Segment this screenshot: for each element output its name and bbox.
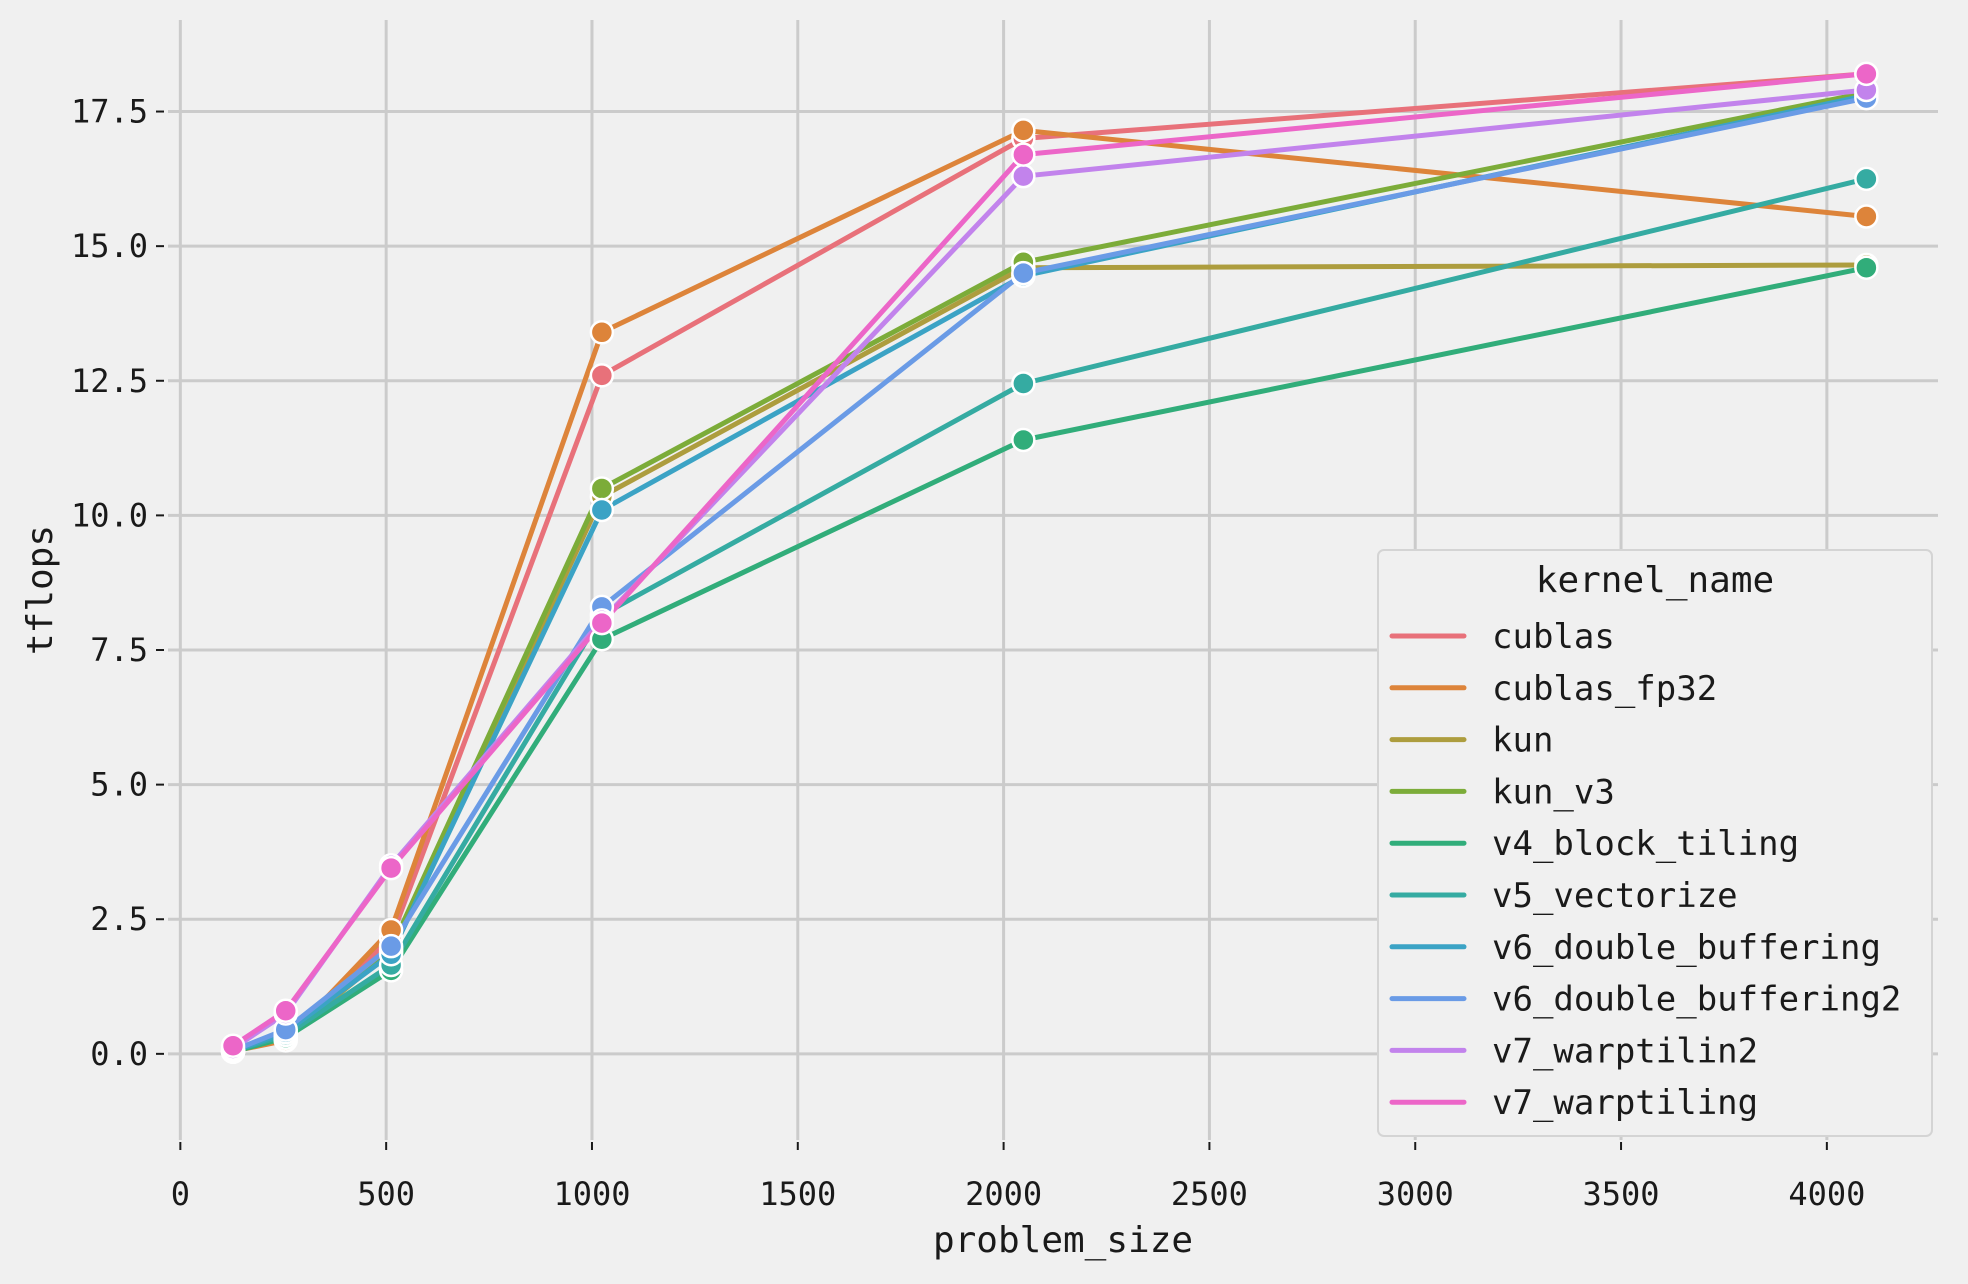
x-tick-label: 2500 xyxy=(1171,1175,1248,1213)
x-tick-label: 3500 xyxy=(1583,1175,1660,1213)
data-point-v7_warptilin2 xyxy=(1011,163,1036,189)
legend-item-v5_vectorize[interactable]: v5_vectorize xyxy=(1389,876,1738,916)
legend-label: kun_v3 xyxy=(1492,772,1615,812)
legend-item-kun[interactable]: kun xyxy=(1389,721,1553,761)
legend-label: cublas xyxy=(1492,617,1615,657)
legend-label: v7_warptiling xyxy=(1492,1083,1758,1123)
data-point-cublas xyxy=(589,363,615,388)
data-point-cublas_fp32 xyxy=(589,320,615,345)
data-point-v6_double_buffering2 xyxy=(1011,260,1036,286)
data-point-v5_vectorize xyxy=(1011,371,1036,396)
data-point-v4_block_tiling xyxy=(1854,255,1879,280)
x-tick-label: 4000 xyxy=(1788,1175,1865,1213)
data-point-v7_warptiling xyxy=(1011,142,1036,167)
legend-label: v6_double_buffering xyxy=(1492,928,1881,968)
legend-item-kun_v3[interactable]: kun_v3 xyxy=(1389,772,1615,812)
legend-item-v6_double_buffering[interactable]: v6_double_buffering xyxy=(1389,928,1881,968)
legend-label: v4_block_tiling xyxy=(1492,824,1799,864)
x-tick-label: 500 xyxy=(357,1175,415,1213)
y-tick-label: 0.0 xyxy=(90,1035,148,1073)
data-point-v5_vectorize xyxy=(1854,166,1879,192)
legend-label: cublas_fp32 xyxy=(1492,669,1717,709)
y-tick-label: 12.5 xyxy=(71,362,148,400)
y-axis-label: tflops xyxy=(20,525,61,655)
data-point-v7_warptiling xyxy=(220,1033,246,1059)
y-axis-ticks: 0.0 2.5 5.0 7.5 10.0 12.5 15.0 17.5 xyxy=(71,93,164,1073)
data-point-v6_double_buffering2 xyxy=(378,933,404,959)
data-point-cublas_fp32 xyxy=(1011,118,1036,143)
legend-label: v7_warptilin2 xyxy=(1492,1031,1758,1071)
legend-item-v7_warptilin2[interactable]: v7_warptilin2 xyxy=(1389,1031,1758,1071)
data-point-v7_warptiling xyxy=(378,855,404,881)
legend-item-cublas[interactable]: cublas xyxy=(1389,617,1615,657)
y-tick-label: 15.0 xyxy=(71,227,148,265)
y-tick-label: 5.0 xyxy=(90,766,148,804)
data-point-v7_warptiling xyxy=(273,998,298,1024)
legend-label: v5_vectorize xyxy=(1492,876,1738,916)
data-point-cublas_fp32 xyxy=(1854,204,1879,229)
data-point-v7_warptiling xyxy=(1854,61,1879,87)
x-tick-label: 0 xyxy=(171,1175,190,1213)
data-point-kun_v3 xyxy=(589,476,615,501)
y-tick-label: 7.5 xyxy=(90,631,148,669)
x-axis-ticks: 0 500 1000 1500 2000 2500 3000 3500 4000 xyxy=(171,1142,1865,1213)
legend-item-v6_double_buffering2[interactable]: v6_double_buffering2 xyxy=(1389,980,1901,1020)
x-tick-label: 2000 xyxy=(965,1175,1042,1213)
series-markers xyxy=(220,61,1879,1064)
y-tick-label: 2.5 xyxy=(90,900,148,938)
y-tick-label: 17.5 xyxy=(71,93,148,131)
y-tick-label: 10.0 xyxy=(71,496,148,534)
legend-label: v6_double_buffering2 xyxy=(1492,980,1901,1020)
legend-frame xyxy=(1377,549,1933,1137)
data-point-v4_block_tiling xyxy=(1011,427,1036,453)
legend-item-v7_warptiling[interactable]: v7_warptiling xyxy=(1389,1083,1758,1123)
data-point-v7_warptiling xyxy=(589,610,615,636)
x-tick-label: 1000 xyxy=(553,1175,630,1213)
legend-item-v4_block_tiling[interactable]: v4_block_tiling xyxy=(1389,824,1799,864)
x-tick-label: 1500 xyxy=(759,1175,836,1213)
x-axis-label: problem_size xyxy=(933,1220,1193,1261)
data-point-v6_double_buffering xyxy=(589,497,615,523)
legend-title: kernel_name xyxy=(1536,560,1774,601)
legend-item-cublas_fp32[interactable]: cublas_fp32 xyxy=(1389,669,1717,709)
x-tick-label: 3000 xyxy=(1377,1175,1454,1213)
legend-label: kun xyxy=(1492,721,1553,761)
